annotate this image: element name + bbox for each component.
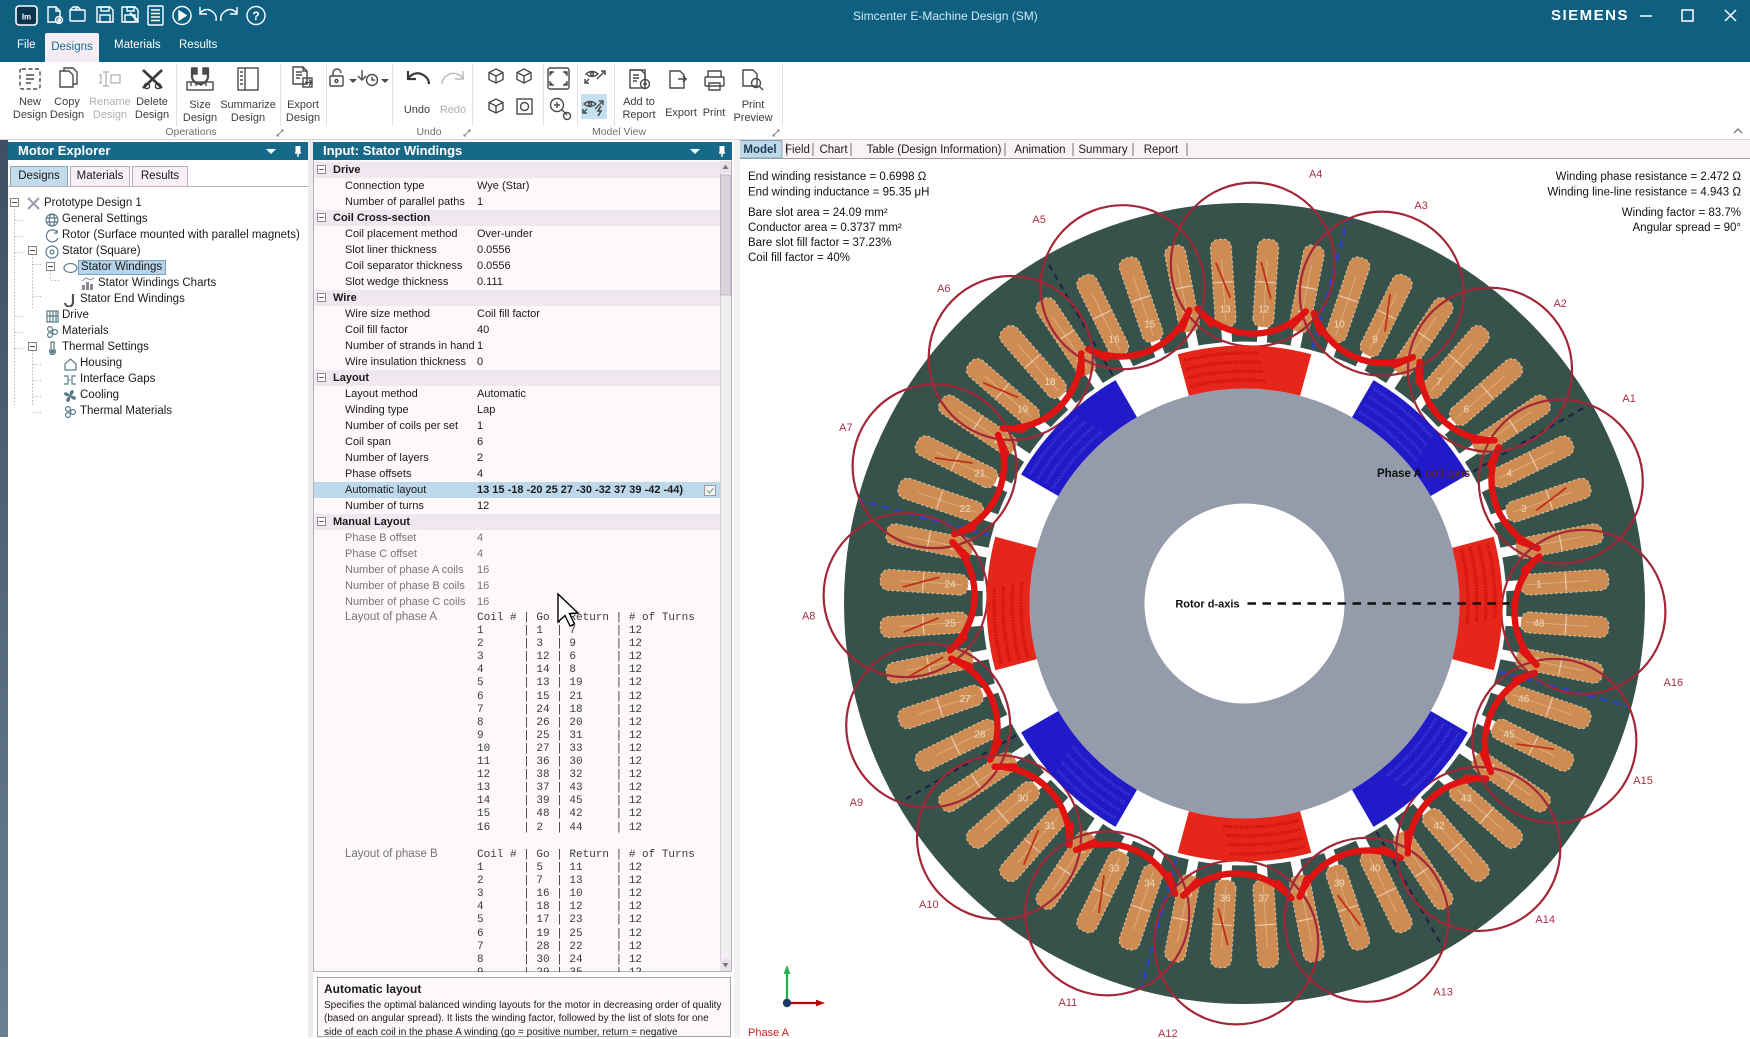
svg-text:25: 25 (945, 618, 957, 629)
svg-text:3: 3 (1521, 504, 1527, 515)
svg-text:4: 4 (1506, 469, 1512, 480)
svg-text:Phase A: Phase A (748, 1027, 790, 1037)
svg-text:A13: A13 (1433, 987, 1453, 999)
svg-text:A7: A7 (839, 422, 852, 434)
svg-text:7: 7 (1436, 377, 1442, 388)
svg-text:A16: A16 (1664, 677, 1684, 689)
svg-text:9: 9 (1372, 334, 1378, 345)
svg-text:33: 33 (1108, 864, 1120, 875)
svg-text:A15: A15 (1633, 775, 1653, 787)
svg-text:A10: A10 (919, 899, 939, 911)
svg-text:37: 37 (1258, 893, 1270, 904)
svg-text:Table (Design Information): Table (Design Information) (867, 144, 1002, 156)
svg-text:21: 21 (974, 469, 986, 480)
svg-text:48: 48 (1533, 618, 1545, 629)
svg-text:A1: A1 (1622, 393, 1635, 405)
svg-text:A4: A4 (1309, 168, 1322, 180)
svg-text:Summary: Summary (1078, 144, 1127, 156)
svg-text:30: 30 (1017, 794, 1029, 805)
svg-text:End winding resistance = 0.699: End winding resistance = 0.6998 Ω (748, 171, 927, 183)
svg-text:A12: A12 (1158, 1028, 1178, 1037)
svg-text:34: 34 (1144, 878, 1156, 889)
svg-text:A14: A14 (1535, 914, 1555, 926)
svg-text:Coil fill factor = 40%: Coil fill factor = 40% (748, 252, 850, 264)
svg-text:A5: A5 (1032, 214, 1045, 226)
svg-text:40: 40 (1369, 864, 1381, 875)
svg-text:Im: Im (22, 13, 31, 22)
svg-text:A2: A2 (1553, 298, 1566, 310)
svg-text:Phase A coil axis: Phase A coil axis (1377, 468, 1470, 480)
svg-text:Rotor d-axis: Rotor d-axis (1175, 599, 1239, 611)
svg-text:?: ? (252, 9, 259, 23)
svg-text:Chart: Chart (819, 144, 848, 156)
svg-text:45: 45 (1504, 730, 1516, 741)
svg-text:Animation: Animation (1014, 144, 1065, 156)
svg-text:End winding inductance = 95.35: End winding inductance = 95.35 μH (748, 187, 929, 199)
svg-text:27: 27 (960, 694, 972, 705)
svg-text:18: 18 (1044, 377, 1056, 388)
svg-text:Bare slot fill factor = 37.23%: Bare slot fill factor = 37.23% (748, 237, 892, 249)
svg-text:13: 13 (1220, 305, 1232, 316)
svg-text:10: 10 (1334, 320, 1346, 331)
svg-text:16: 16 (1108, 334, 1120, 345)
svg-text:12: 12 (1258, 305, 1270, 316)
svg-text:A3: A3 (1414, 200, 1427, 212)
svg-text:Bare slot area = 24.09 mm²: Bare slot area = 24.09 mm² (748, 207, 888, 219)
svg-text:Model: Model (743, 144, 776, 156)
svg-text:A6: A6 (937, 283, 950, 295)
svg-text:Winding line-line resistance =: Winding line-line resistance = 4.943 Ω (1547, 187, 1741, 199)
svg-text:Field: Field (785, 144, 810, 156)
svg-text:31: 31 (1044, 821, 1056, 832)
svg-text:Winding phase resistance = 2.4: Winding phase resistance = 2.472 Ω (1556, 171, 1742, 183)
svg-text:39: 39 (1334, 878, 1346, 889)
svg-text:Winding factor = 83.7%: Winding factor = 83.7% (1622, 207, 1741, 219)
svg-text:36: 36 (1220, 893, 1232, 904)
svg-text:Angular spread = 90°: Angular spread = 90° (1633, 222, 1742, 234)
svg-text:28: 28 (974, 730, 986, 741)
svg-text:A9: A9 (850, 797, 863, 809)
svg-text:15: 15 (1144, 320, 1156, 331)
svg-text:A8: A8 (802, 611, 815, 623)
svg-text:43: 43 (1461, 794, 1473, 805)
svg-text:Conductor area = 0.3737 mm²: Conductor area = 0.3737 mm² (748, 222, 902, 234)
svg-text:1: 1 (1536, 580, 1542, 591)
svg-text:46: 46 (1518, 694, 1530, 705)
svg-text:24: 24 (945, 580, 957, 591)
svg-text:6: 6 (1464, 405, 1470, 416)
svg-text:42: 42 (1433, 821, 1445, 832)
svg-text:19: 19 (1017, 405, 1029, 416)
svg-text:A11: A11 (1059, 997, 1078, 1009)
svg-text:Report: Report (1144, 144, 1179, 156)
svg-text:22: 22 (960, 504, 972, 515)
